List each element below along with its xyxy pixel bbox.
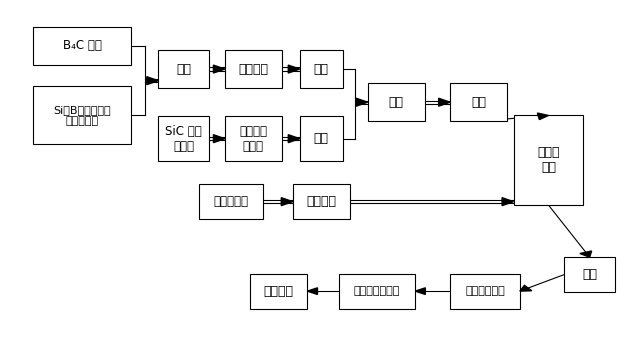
Text: B₄C 粉末: B₄C 粉末 <box>63 39 102 52</box>
Text: 混料: 混料 <box>176 63 191 75</box>
Polygon shape <box>213 65 225 73</box>
Text: 性能检测: 性能检测 <box>264 285 294 298</box>
Text: 干燥: 干燥 <box>314 132 329 145</box>
Text: 合成组
装块: 合成组 装块 <box>537 146 559 174</box>
FancyBboxPatch shape <box>292 184 350 219</box>
FancyBboxPatch shape <box>33 87 131 145</box>
FancyBboxPatch shape <box>225 50 282 88</box>
FancyBboxPatch shape <box>250 274 307 309</box>
FancyBboxPatch shape <box>450 83 507 121</box>
Polygon shape <box>288 135 300 143</box>
FancyBboxPatch shape <box>339 274 415 309</box>
FancyBboxPatch shape <box>564 257 615 292</box>
Text: Si、B、石墨等粉
末烧结助剂: Si、B、石墨等粉 末烧结助剂 <box>53 105 111 126</box>
Polygon shape <box>502 198 513 206</box>
FancyBboxPatch shape <box>513 116 583 205</box>
Text: 清洗或预
压成型: 清洗或预 压成型 <box>239 125 268 153</box>
Polygon shape <box>538 113 548 120</box>
Polygon shape <box>307 288 317 295</box>
FancyBboxPatch shape <box>300 116 343 161</box>
FancyBboxPatch shape <box>158 116 209 161</box>
Polygon shape <box>580 251 591 257</box>
FancyBboxPatch shape <box>33 27 131 65</box>
Polygon shape <box>520 285 532 291</box>
Text: 预压成型: 预压成型 <box>238 63 268 75</box>
FancyBboxPatch shape <box>225 116 282 161</box>
FancyBboxPatch shape <box>300 50 343 88</box>
Text: 烘烤: 烘烤 <box>582 268 597 281</box>
Polygon shape <box>213 135 225 143</box>
Text: 高压组装件: 高压组装件 <box>214 195 249 208</box>
FancyBboxPatch shape <box>367 83 425 121</box>
Text: 打磨、抛光试样: 打磨、抛光试样 <box>354 286 400 296</box>
Text: 干燥: 干燥 <box>314 63 329 75</box>
Text: 高温高压烧结: 高温高压烧结 <box>465 286 505 296</box>
FancyBboxPatch shape <box>200 184 263 219</box>
Text: 组装: 组装 <box>388 96 404 109</box>
Polygon shape <box>147 77 158 85</box>
Polygon shape <box>438 98 450 106</box>
Polygon shape <box>356 98 367 106</box>
Polygon shape <box>415 288 426 295</box>
FancyBboxPatch shape <box>450 274 520 309</box>
Text: SiC 多晶
或粉末: SiC 多晶 或粉末 <box>165 125 202 153</box>
Text: 高温烘烤: 高温烘烤 <box>307 195 336 208</box>
Polygon shape <box>288 65 300 73</box>
FancyBboxPatch shape <box>158 50 209 88</box>
Text: 预压: 预压 <box>471 96 486 109</box>
Polygon shape <box>282 198 292 206</box>
